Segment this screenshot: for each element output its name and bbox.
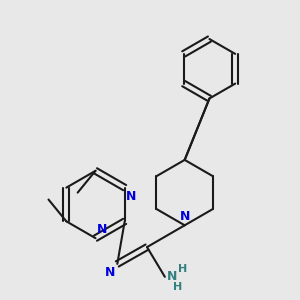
Text: N: N (179, 210, 190, 223)
Text: H: H (178, 264, 187, 274)
Text: H: H (173, 282, 182, 292)
Text: N: N (167, 270, 177, 283)
Text: N: N (126, 190, 136, 202)
Text: N: N (97, 223, 107, 236)
Text: N: N (105, 266, 115, 279)
